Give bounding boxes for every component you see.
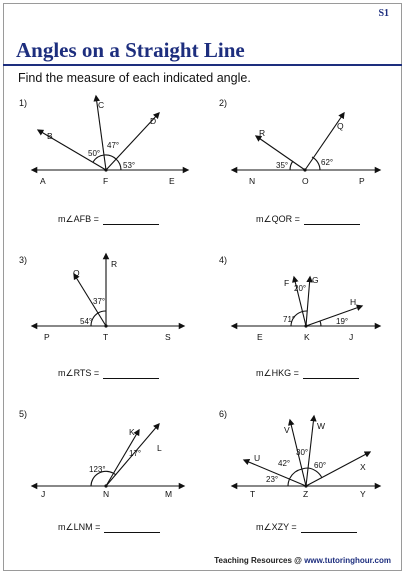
problem-number: 5) xyxy=(19,409,28,419)
point-label: N xyxy=(249,176,255,186)
problem-number: 2) xyxy=(219,98,228,108)
answer-blank[interactable] xyxy=(302,370,359,379)
point-label: K xyxy=(129,427,135,437)
point-label: B xyxy=(47,131,53,141)
point-label: K xyxy=(304,332,310,342)
answer-blank[interactable] xyxy=(300,524,357,533)
answer-blank[interactable] xyxy=(303,216,360,225)
angle-measure: 71° xyxy=(283,315,295,324)
problem-number: 3) xyxy=(19,255,28,265)
answer-field-2[interactable]: m∠QOR = xyxy=(256,214,360,225)
answer-field-3[interactable]: m∠RTS = xyxy=(58,368,160,379)
angle-measure: 30° xyxy=(296,448,308,457)
answer-blank[interactable] xyxy=(102,216,159,225)
point-label: W xyxy=(317,421,325,431)
point-label: Y xyxy=(360,489,366,499)
answer-field-5[interactable]: m∠LNM = xyxy=(58,522,161,533)
point-label: J xyxy=(349,332,353,342)
angle-measure: 35° xyxy=(276,161,288,170)
answer-blank[interactable] xyxy=(103,370,160,379)
footer-link[interactable]: www.tutoringhour.com xyxy=(304,556,391,565)
point-label: O xyxy=(302,176,309,186)
answer-field-6[interactable]: m∠XZY = xyxy=(256,522,357,533)
point-label: P xyxy=(44,332,50,342)
problem-number: 4) xyxy=(219,255,228,265)
point-label: Q xyxy=(337,121,344,131)
point-label: U xyxy=(254,453,260,463)
answer-blank[interactable] xyxy=(104,524,161,533)
answer-label: m∠RTS = xyxy=(58,368,100,378)
point-label: E xyxy=(257,332,263,342)
answer-label: m∠AFB = xyxy=(58,214,99,224)
point-label: L xyxy=(157,443,162,453)
footer-credit: Teaching Resources @ www.tutoringhour.co… xyxy=(214,556,391,565)
point-label: Q xyxy=(73,268,80,278)
answer-label: m∠XZY = xyxy=(256,522,297,532)
footer-prefix: Teaching Resources @ xyxy=(214,556,302,565)
angle-measure: 54° xyxy=(80,317,92,326)
worksheet-code: S1 xyxy=(378,8,389,19)
point-label: C xyxy=(98,100,104,110)
point-label: G xyxy=(312,275,319,285)
point-label: X xyxy=(360,462,366,472)
angle-measure: 62° xyxy=(321,158,333,167)
angle-measure: 19° xyxy=(336,317,348,326)
diagram-5 xyxy=(30,422,186,490)
point-label: F xyxy=(284,278,289,288)
diagram-1 xyxy=(30,94,190,174)
angle-measure: 42° xyxy=(278,459,290,468)
problem-number: 1) xyxy=(19,98,28,108)
instructions: Find the measure of each indicated angle… xyxy=(18,71,251,85)
angle-measure: 50° xyxy=(88,149,100,158)
angle-measure: 53° xyxy=(123,161,135,170)
point-label: E xyxy=(169,176,175,186)
angle-measure: 17° xyxy=(129,449,141,458)
answer-field-4[interactable]: m∠HKG = xyxy=(256,368,359,379)
point-label: R xyxy=(111,259,117,269)
point-label: T xyxy=(250,489,255,499)
angle-measure: 123° xyxy=(89,465,106,474)
worksheet-border xyxy=(3,3,402,571)
point-label: R xyxy=(259,128,265,138)
problem-number: 6) xyxy=(219,409,228,419)
answer-label: m∠HKG = xyxy=(256,368,299,378)
answer-field-1[interactable]: m∠AFB = xyxy=(58,214,159,225)
point-label: V xyxy=(284,425,290,435)
page-title: Angles on a Straight Line xyxy=(16,38,245,62)
angle-measure: 60° xyxy=(314,461,326,470)
diagram-4 xyxy=(230,275,382,330)
point-label: J xyxy=(41,489,45,499)
point-label: S xyxy=(165,332,171,342)
diagram-2 xyxy=(230,111,382,174)
title-divider xyxy=(3,64,402,66)
point-label: D xyxy=(150,116,156,126)
answer-label: m∠LNM = xyxy=(58,522,101,532)
point-label: M xyxy=(165,489,172,499)
point-label: Z xyxy=(303,489,308,499)
point-label: A xyxy=(40,176,46,186)
angle-measure: 23° xyxy=(266,475,278,484)
answer-label: m∠QOR = xyxy=(256,214,300,224)
point-label: N xyxy=(103,489,109,499)
point-label: P xyxy=(359,176,365,186)
angle-measure: 47° xyxy=(107,141,119,150)
angle-measure: 20° xyxy=(294,284,306,293)
angle-measure: 37° xyxy=(93,297,105,306)
diagram-3 xyxy=(30,252,186,330)
point-label: T xyxy=(103,332,108,342)
point-label: H xyxy=(350,297,356,307)
point-label: F xyxy=(103,176,108,186)
